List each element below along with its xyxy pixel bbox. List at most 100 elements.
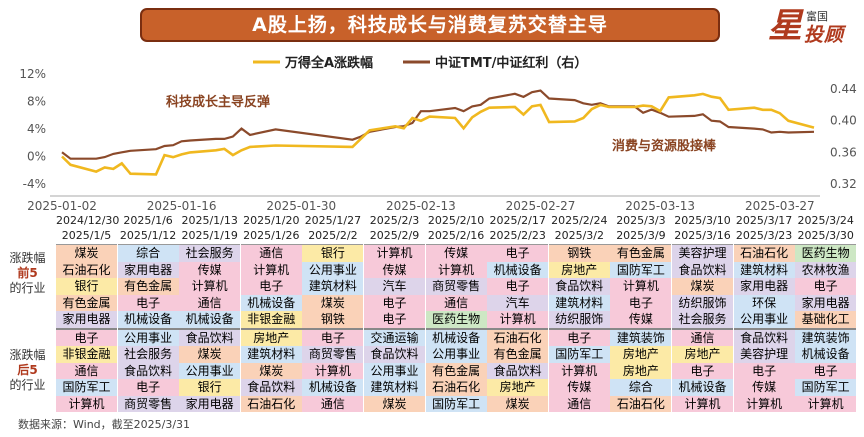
logo-fuguo: 富国 (806, 10, 828, 23)
sector-cell-top: 计算机 (240, 261, 302, 278)
sector-cell-top: 电子 (487, 278, 549, 295)
sector-cell-top: 计算机 (364, 245, 425, 262)
period-date: 2025/3/3 (616, 214, 666, 227)
sector-cell-top: 机械设备 (117, 311, 179, 328)
sector-cell-bottom: 公用事业 (117, 329, 179, 346)
sector-cell-top: 汽车 (364, 278, 425, 295)
sector-cell-bottom: 电子 (117, 379, 179, 396)
y-right-tick-label: 0.36 (830, 145, 857, 159)
y-left-tick-label: 8% (27, 95, 46, 109)
sector-cell-bottom: 通信 (548, 395, 610, 412)
sector-cell-bottom: 商贸零售 (302, 346, 364, 363)
source-note: 数据来源：Wind，截至2025/3/31 (18, 418, 191, 431)
period-date: 2025/2/9 (369, 229, 420, 242)
section-divider (795, 327, 857, 330)
period-date: 2025/2/10 (427, 214, 485, 227)
legend-label-wind: 万得全A涨跌幅 (284, 55, 373, 71)
period-header: 2025/2/10 2025/2/16 (425, 213, 487, 245)
sector-cell-top: 电子 (487, 245, 549, 262)
sector-cell-bottom: 计算机 (56, 395, 117, 412)
period-header: 2024/12/30 2025/1/5 (56, 213, 119, 245)
sector-cell-top: 社会服务 (179, 245, 241, 262)
sector-cell-bottom: 石油石化 (425, 379, 487, 396)
period-header: 2025/1/13 2025/1/19 (179, 213, 241, 245)
x-tick-label: 2025-01-16 (147, 199, 217, 212)
period-date: 2025/3/2 (554, 229, 604, 242)
sector-cell-top: 房地产 (548, 261, 610, 278)
period-date: 2025/1/5 (61, 229, 112, 242)
sector-cell-top: 电子 (610, 294, 672, 311)
sector-cell-bottom: 电子 (548, 329, 610, 346)
sector-cell-bottom: 公用事业 (425, 346, 487, 363)
sector-cell-bottom: 食品饮料 (364, 346, 425, 363)
sector-cell-top: 家用电器 (733, 278, 795, 295)
period-column: 2024/12/30 2025/1/5 煤炭 石油石化 银行 有色金属 家用电器 电子 非银金融… (56, 213, 119, 412)
sector-cell-top: 计算机 (179, 278, 241, 295)
sector-cell-top: 有色金属 (610, 245, 672, 262)
sector-cell-top: 计算机 (610, 278, 672, 295)
sector-cell-top: 电子 (240, 278, 302, 295)
period-date: 2025/3/17 (735, 214, 793, 227)
sector-cell-top: 医药生物 (425, 311, 487, 328)
period-date: 2025/2/16 (427, 229, 485, 242)
sector-cell-bottom: 机械设备 (672, 379, 733, 396)
sector-cell-bottom: 机械设备 (795, 346, 857, 363)
sector-cell-bottom: 机械设备 (425, 329, 487, 346)
x-tick-label: 2025-02-13 (386, 199, 456, 212)
sector-cell-bottom: 食品饮料 (179, 329, 241, 346)
period-date: 2025/3/30 (797, 229, 854, 242)
section-divider (610, 327, 672, 330)
sector-cell-bottom: 建筑装饰 (795, 329, 857, 346)
period-date: 2025/3/23 (735, 229, 793, 242)
sector-cell-bottom: 石油石化 (240, 395, 302, 412)
x-tick-label: 2025-03-13 (625, 199, 695, 212)
sector-cell-top: 公用事业 (733, 311, 795, 328)
period-date: 2025/3/9 (616, 229, 666, 242)
sector-cell-bottom: 国防军工 (56, 379, 117, 396)
sector-cell-top: 国防军工 (610, 261, 672, 278)
sector-cell-top: 通信 (240, 245, 302, 262)
y-right-tick-label: 0.44 (830, 82, 857, 96)
section-divider (364, 327, 425, 330)
sector-cell-top: 机械设备 (487, 261, 549, 278)
left-axis-ticks: 12% 8% 4% 0% -4% (19, 67, 46, 191)
sector-cell-bottom: 计算机 (795, 395, 857, 412)
period-header: 2025/1/6 2025/1/12 (117, 213, 179, 245)
period-date: 2025/1/19 (181, 229, 238, 242)
period-date: 2025/2/2 (308, 229, 358, 242)
section-divider (56, 327, 117, 330)
period-header: 2025/2/3 2025/2/9 (364, 213, 425, 245)
period-date: 2025/1/12 (119, 229, 177, 242)
section-divider (672, 327, 733, 330)
period-date: 2025/2/3 (369, 214, 420, 227)
series-line-wind-a (61, 92, 815, 176)
period-column: 2025/2/24 2025/3/2 钢铁 房地产 食品饮料 建筑材料 纺织服饰 电子 国防军工… (548, 213, 610, 412)
period-column: 2025/1/6 2025/1/12 综合 家用电器 有色金属 电子 机械设备 公用事业 社会服… (117, 213, 179, 412)
sector-cell-top: 煤炭 (56, 245, 117, 262)
sector-cell-bottom: 传媒 (733, 379, 795, 396)
sector-cell-bottom: 电子 (302, 329, 364, 346)
sector-cell-bottom: 非银金融 (56, 346, 117, 363)
sector-cell-top: 社会服务 (672, 311, 733, 328)
sector-cell-top: 纺织服饰 (548, 311, 610, 328)
period-header: 2025/3/3 2025/3/9 (610, 213, 672, 245)
period-column: 2025/3/10 2025/3/16 美容护理 食品饮料 煤炭 纺织服饰 社会服务 通信 房地… (672, 213, 733, 412)
sector-cell-bottom: 煤炭 (487, 395, 549, 412)
sector-cell-top: 传媒 (425, 245, 487, 262)
sector-cell-bottom: 电子 (795, 362, 857, 379)
sector-cell-bottom: 通信 (302, 395, 364, 412)
line-chart: 12% 8% 4% 0% -4% 0.44 0.40 0.36 0.32 2025-01-02… (19, 55, 857, 212)
sector-cell-bottom: 国防军工 (795, 379, 857, 396)
sector-cell-bottom: 有色金属 (487, 346, 549, 363)
sector-cell-top: 综合 (117, 245, 179, 262)
sector-cell-bottom: 计算机 (672, 395, 733, 412)
section-divider (240, 327, 302, 330)
sector-cell-top: 传媒 (179, 261, 241, 278)
sector-cell-bottom: 电子 (733, 362, 795, 379)
x-tick-label: 2025-02-27 (506, 199, 576, 212)
period-date: 2025/2/24 (551, 214, 608, 227)
sector-cell-bottom: 建筑装饰 (610, 329, 672, 346)
sector-cell-top: 食品饮料 (672, 261, 733, 278)
sector-cell-bottom: 商贸零售 (117, 395, 179, 412)
y-left-tick-label: 12% (19, 67, 46, 81)
